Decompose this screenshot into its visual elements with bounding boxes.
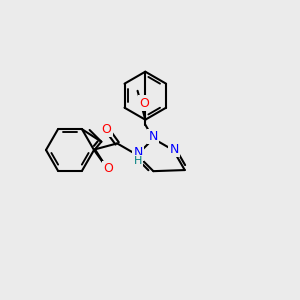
Text: N: N	[149, 130, 158, 143]
Text: N: N	[169, 142, 179, 156]
Text: O: O	[101, 122, 111, 136]
Text: O: O	[103, 162, 113, 175]
Text: H: H	[134, 156, 142, 166]
Text: O: O	[139, 97, 149, 110]
Text: N: N	[134, 146, 143, 159]
